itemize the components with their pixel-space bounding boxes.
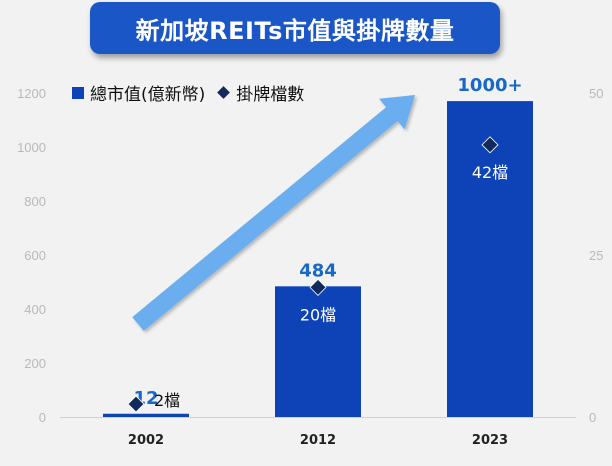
- x-tick-label: 2023: [472, 433, 508, 448]
- y-left-tick-label: 200: [24, 356, 46, 371]
- trend-arrow: [132, 95, 416, 331]
- listing-count-label: 42檔: [472, 163, 508, 182]
- bars: [103, 101, 533, 417]
- legend: 總市值(億新幣) 掛牌檔數: [72, 80, 304, 105]
- legend-market-cap: 總市值(億新幣): [90, 85, 206, 105]
- y-left-tick-label: 1000: [17, 140, 46, 155]
- listing-count-label: 2檔: [154, 391, 180, 410]
- y-right-tick-label: 0: [589, 410, 596, 425]
- legend-diamond-swatch: [217, 86, 231, 99]
- diamond-listings: [309, 278, 327, 296]
- x-tick-label: 2002: [128, 433, 164, 448]
- y-left-tick-label: 1200: [17, 86, 46, 101]
- y-left-tick-label: 400: [24, 302, 46, 317]
- bar-market-cap: [275, 286, 361, 417]
- x-tick-label: 2012: [300, 433, 336, 448]
- bar-market-cap: [103, 413, 189, 417]
- y-left-tick-label: 600: [24, 248, 46, 263]
- legend-bar-swatch: [72, 86, 84, 99]
- y-right-tick-label: 50: [589, 86, 603, 101]
- bar-market-cap: [447, 101, 533, 417]
- diamond-listings: [127, 395, 145, 413]
- legend-listings: 掛牌檔數: [236, 85, 305, 105]
- y-left-tick-label: 0: [39, 410, 46, 425]
- axes: 0 200 400 600 800 1000 1200 0 25 50 2002 2012 2023: [17, 86, 603, 448]
- trend-arrow-shape: [132, 95, 416, 331]
- listing-count-label: 20檔: [300, 305, 336, 324]
- y-right-tick-label: 25: [589, 248, 603, 263]
- bar-value-label: 1000+: [457, 75, 522, 96]
- bar-value-label: 484: [299, 260, 337, 281]
- chart-title: 新加坡REITs市值與掛牌數量: [90, 2, 500, 54]
- y-left-tick-label: 800: [24, 194, 46, 209]
- diamond-listings: [481, 136, 499, 154]
